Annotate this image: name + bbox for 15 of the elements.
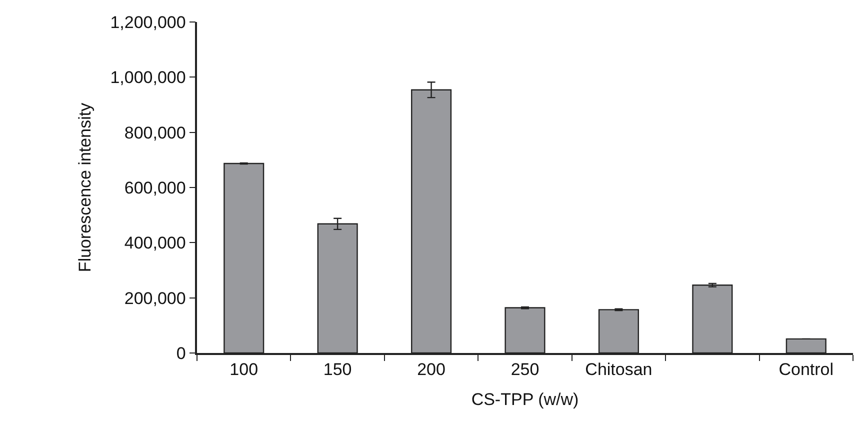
x-tick-label: 100 <box>230 360 258 380</box>
y-axis-title: Fluorescence intensity <box>75 102 94 272</box>
x-tick-label: 200 <box>417 360 446 380</box>
y-tick-label: 400,000 <box>124 234 186 253</box>
y-tick-label: 800,000 <box>124 123 186 142</box>
x-axis-title: CS-TPP (w/w) <box>471 390 579 410</box>
y-tick-label: 0 <box>176 344 186 363</box>
x-tick-label: 150 <box>323 360 352 380</box>
x-tick-label: 250 <box>510 360 540 380</box>
y-tick-label: 1,000,000 <box>110 68 186 88</box>
y-tick-label: 600,000 <box>124 178 186 198</box>
y-tick-label: 1,200,000 <box>110 12 186 32</box>
x-tick-label: Control <box>778 360 834 380</box>
x-tick-label: Chitosan <box>585 360 652 380</box>
y-tick-label: 200,000 <box>124 288 186 308</box>
